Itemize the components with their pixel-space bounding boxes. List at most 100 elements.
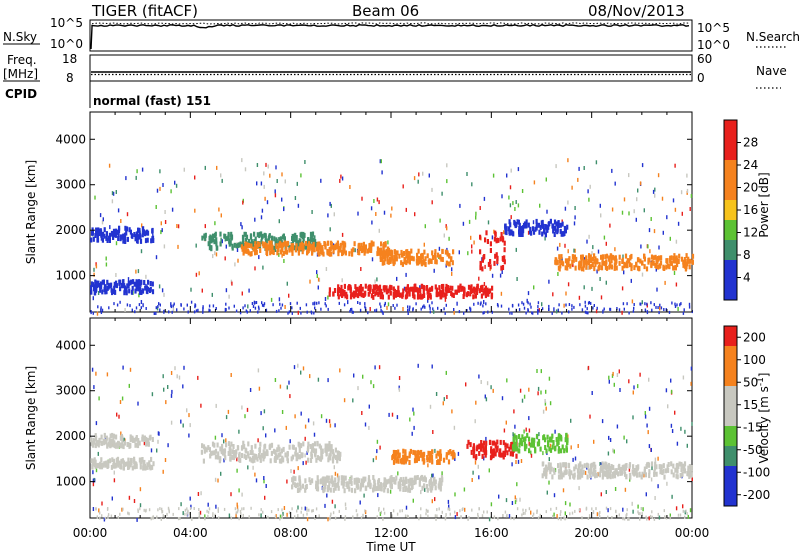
noise-cell <box>602 309 604 314</box>
echo-cell <box>482 440 486 446</box>
noise-cell <box>587 266 589 270</box>
echo-cell <box>300 241 303 247</box>
noise-cell <box>331 499 334 504</box>
echo-cell <box>215 241 218 247</box>
ytick-label: 4000 <box>55 132 86 146</box>
noise-cell <box>509 185 512 190</box>
echo-cell <box>210 245 213 251</box>
noise-cell <box>317 277 320 282</box>
ground-noise-cell <box>491 310 493 314</box>
noise-cell <box>690 381 692 386</box>
echo-cell <box>399 486 402 492</box>
ground-noise-cell <box>399 509 401 513</box>
echo-cell <box>594 261 597 267</box>
echo-cell <box>494 451 497 457</box>
echo-cell <box>499 236 502 242</box>
echo-cell <box>270 240 273 246</box>
echo-cell <box>149 465 152 471</box>
ground-noise-cell <box>244 304 246 308</box>
noise-cell <box>300 370 302 375</box>
echo-cell <box>643 469 646 475</box>
ground-noise-cell <box>429 306 431 310</box>
noise-cell <box>127 277 130 282</box>
noise-cell <box>689 508 692 513</box>
echo-cell <box>454 289 457 295</box>
ground-noise-cell <box>250 506 252 510</box>
noise-cell <box>106 372 109 377</box>
noise-cell <box>313 432 316 437</box>
echo-cell <box>513 433 516 439</box>
echo-cell <box>284 452 287 458</box>
noise-cell <box>111 199 114 204</box>
echo-cell <box>646 462 649 468</box>
ground-noise-cell <box>297 514 299 518</box>
echo-cell <box>346 484 349 490</box>
echo-cell <box>313 235 316 241</box>
noise-cell <box>478 374 480 379</box>
noise-cell <box>221 239 223 244</box>
noise-cell <box>215 403 217 408</box>
ground-noise-cell <box>296 509 298 513</box>
echo-cell <box>480 446 483 452</box>
ground-noise-cell <box>574 509 576 513</box>
ground-noise-cell <box>552 514 554 518</box>
noise-cell <box>387 240 389 245</box>
echo-cell <box>548 437 552 443</box>
noise-cell <box>235 513 237 518</box>
ground-noise-cell <box>359 301 361 305</box>
noise-cell <box>468 219 471 224</box>
noise-cell <box>300 411 302 416</box>
ground-noise-cell <box>108 306 110 310</box>
echo-cell <box>328 287 331 293</box>
echo-cell <box>252 246 255 252</box>
noise-cell <box>639 181 642 186</box>
echo-cell <box>554 225 557 231</box>
noise-cell <box>92 296 94 301</box>
echo-cell <box>123 440 126 446</box>
ground-noise-cell <box>381 310 384 314</box>
echo-cell <box>107 441 110 447</box>
ground-noise-cell <box>238 517 240 521</box>
echo-cell <box>383 260 386 266</box>
noise-cell <box>163 292 165 297</box>
echo-cell <box>135 279 138 285</box>
noise-cell <box>402 184 404 189</box>
echo-cell <box>447 450 450 456</box>
echo-cell <box>500 452 504 458</box>
echo-cell <box>659 467 663 473</box>
echo-cell <box>611 254 615 260</box>
echo-cell <box>278 458 282 464</box>
noise-cell <box>591 391 593 395</box>
noise-cell <box>570 445 572 450</box>
echo-cell <box>330 244 333 250</box>
echo-cell <box>301 452 304 458</box>
echo-cell <box>106 459 109 465</box>
noise-cell <box>118 414 120 419</box>
noise-cell <box>413 176 416 181</box>
echo-cell <box>229 240 232 246</box>
noise-cell <box>446 226 448 231</box>
noise-cell <box>654 193 656 198</box>
ground-noise-cell <box>263 304 265 308</box>
ytick-label: 4000 <box>55 338 86 352</box>
echo-cell <box>481 266 484 272</box>
noise-cell <box>472 470 474 475</box>
echo-cell <box>144 231 147 237</box>
echo-cell <box>563 462 566 468</box>
echo-cell <box>463 286 466 292</box>
echo-cell <box>594 464 597 470</box>
echo-cell <box>360 242 363 248</box>
echo-cell <box>105 289 108 295</box>
echo-cell <box>525 222 528 228</box>
echo-cell <box>344 293 347 299</box>
echo-cell <box>587 259 590 265</box>
noise-cell <box>691 477 693 482</box>
echo-cell <box>663 474 666 480</box>
echo-cell <box>377 291 380 297</box>
noise-cell <box>467 251 469 256</box>
noise-cell <box>297 203 300 208</box>
noise-cell <box>592 510 595 515</box>
echo-cell <box>534 226 537 232</box>
echo-cell <box>253 457 256 463</box>
noise-cell <box>451 267 453 272</box>
